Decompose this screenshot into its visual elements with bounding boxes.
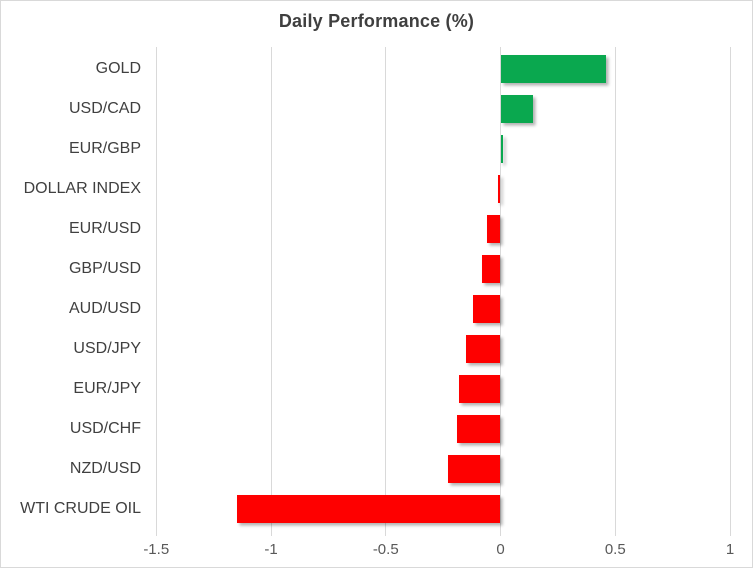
category-label: GBP/USD [68,260,141,277]
category-label: USD/JPY [73,340,141,357]
bar-aud-usd [472,295,501,323]
bar-usd-chf [456,415,501,443]
category-label: USD/CHF [69,420,141,437]
gridline [385,47,387,536]
category-label: DOLLAR INDEX [23,180,141,197]
bar-usd-jpy [466,335,501,363]
gridline [155,47,157,536]
gridline [270,47,272,536]
chart-title: Daily Performance (%) [278,11,475,31]
bar-dollar-index [498,175,501,203]
plot-area [151,47,749,536]
category-label: AUD/USD [68,300,141,317]
bar-wti-crude-oil [236,495,501,523]
category-label: EUR/USD [68,220,141,237]
gridline [614,47,616,536]
category-label: GOLD [95,60,141,77]
bar-gbp-usd [482,255,501,283]
gridline [500,47,501,536]
bar-nzd-usd [447,455,501,483]
bar-usd-cad [500,95,533,123]
category-label: EUR/GBP [68,140,141,157]
bar-gold [500,55,607,83]
x-tick-label: 0.5 [604,541,626,558]
category-label: WTI CRUDE OIL [20,500,141,517]
x-tick-label: 1 [725,541,735,558]
x-tick-label: -1.5 [143,541,170,558]
bar-eur-jpy [459,375,501,403]
x-tick-label: 0 [496,541,505,558]
category-label: NZD/USD [69,460,141,477]
category-label: USD/CAD [68,100,141,117]
x-tick-label: -0.5 [372,541,399,558]
x-tick-label: -1 [264,541,278,558]
gridline [729,47,731,536]
bar-eur-gbp [500,135,503,163]
bar-eur-usd [486,215,501,243]
category-label: EUR/JPY [73,380,141,397]
